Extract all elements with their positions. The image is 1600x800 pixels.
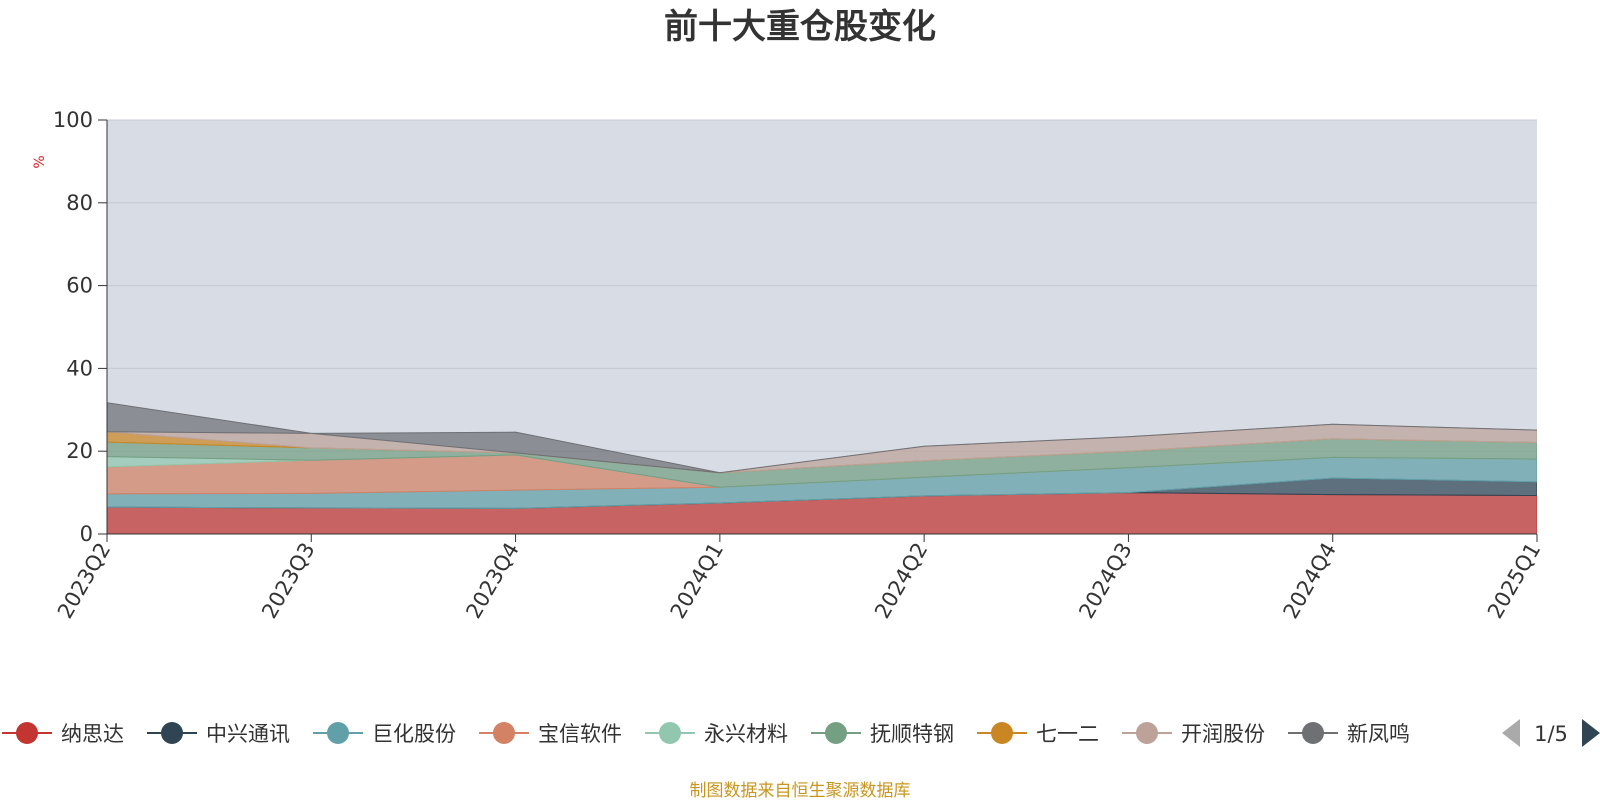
legend-label: 抚顺特钢: [870, 722, 954, 746]
legend-label: 巨化股份: [372, 722, 456, 746]
x-tick-label: 2025Q1: [1483, 539, 1545, 623]
legend-marker-icon: [659, 722, 681, 744]
legend-marker-icon: [493, 722, 515, 744]
legend-pager: 1/5: [1502, 719, 1600, 747]
legend-item-5[interactable]: 抚顺特钢: [811, 722, 954, 746]
legend-item-2[interactable]: 巨化股份: [313, 722, 456, 746]
legend-marker-icon: [1136, 722, 1158, 744]
x-tick-label: 2024Q1: [666, 539, 728, 623]
area-series-8: [107, 402, 1537, 474]
legend-label: 宝信软件: [538, 722, 622, 746]
x-tick-label: 2024Q3: [1074, 539, 1136, 623]
legend-item-0[interactable]: 纳思达: [2, 722, 124, 746]
legend-label: 中兴通讯: [206, 722, 290, 746]
y-tick-label: 60: [66, 274, 93, 298]
legend-prev-page-icon[interactable]: [1502, 719, 1520, 747]
y-tick-label: 100: [53, 108, 93, 132]
y-tick-label: 80: [66, 191, 93, 215]
legend-marker-icon: [327, 722, 349, 744]
legend-item-6[interactable]: 七一二: [977, 722, 1099, 746]
y-tick-label: 20: [66, 439, 93, 463]
legend-item-1[interactable]: 中兴通讯: [147, 722, 290, 746]
legend-marker-icon: [825, 722, 847, 744]
legend-item-3[interactable]: 宝信软件: [479, 722, 622, 746]
legend-item-7[interactable]: 开润股份: [1122, 722, 1265, 746]
legend-item-8[interactable]: 新凤鸣: [1288, 722, 1410, 746]
legend-label: 纳思达: [61, 722, 124, 746]
y-axis-unit: %: [32, 155, 48, 168]
chart-title: 前十大重仓股变化: [664, 7, 936, 47]
area-layers: [107, 402, 1537, 534]
legend-label: 开润股份: [1181, 722, 1265, 746]
x-tick-label: 2024Q2: [870, 539, 932, 623]
x-tick-label: 2023Q3: [257, 539, 319, 623]
legend-label: 新凤鸣: [1347, 722, 1410, 746]
legend-next-page-icon[interactable]: [1582, 719, 1600, 747]
legend-marker-icon: [991, 722, 1013, 744]
x-tick-label: 2023Q2: [53, 539, 115, 623]
legend-marker-icon: [161, 722, 183, 744]
legend-label: 永兴材料: [704, 722, 788, 746]
y-tick-label: 40: [66, 356, 93, 380]
x-axis-tick-labels: 2023Q2 2023Q3 2023Q4 2024Q1 2024Q2 2024Q3 2024…: [53, 534, 1545, 623]
legend-label: 七一二: [1036, 722, 1099, 746]
legend-page-indicator: 1/5: [1534, 722, 1568, 746]
legend-marker-icon: [1302, 722, 1324, 744]
x-tick-label: 2024Q4: [1279, 539, 1341, 623]
legend-marker-icon: [16, 722, 38, 744]
legend: 纳思达 中兴通讯 巨化股份 宝信软件 永兴材料 抚顺特钢 七一二 开润股份 新凤鸣: [2, 722, 1410, 746]
source-note: 制图数据来自恒生聚源数据库: [690, 781, 911, 800]
y-axis-tick-labels: 0 20 40 60 80 100: [53, 108, 107, 546]
y-tick-label: 0: [80, 522, 93, 546]
legend-item-4[interactable]: 永兴材料: [645, 722, 788, 746]
axes: [106, 120, 1537, 535]
x-tick-label: 2023Q4: [461, 539, 523, 623]
